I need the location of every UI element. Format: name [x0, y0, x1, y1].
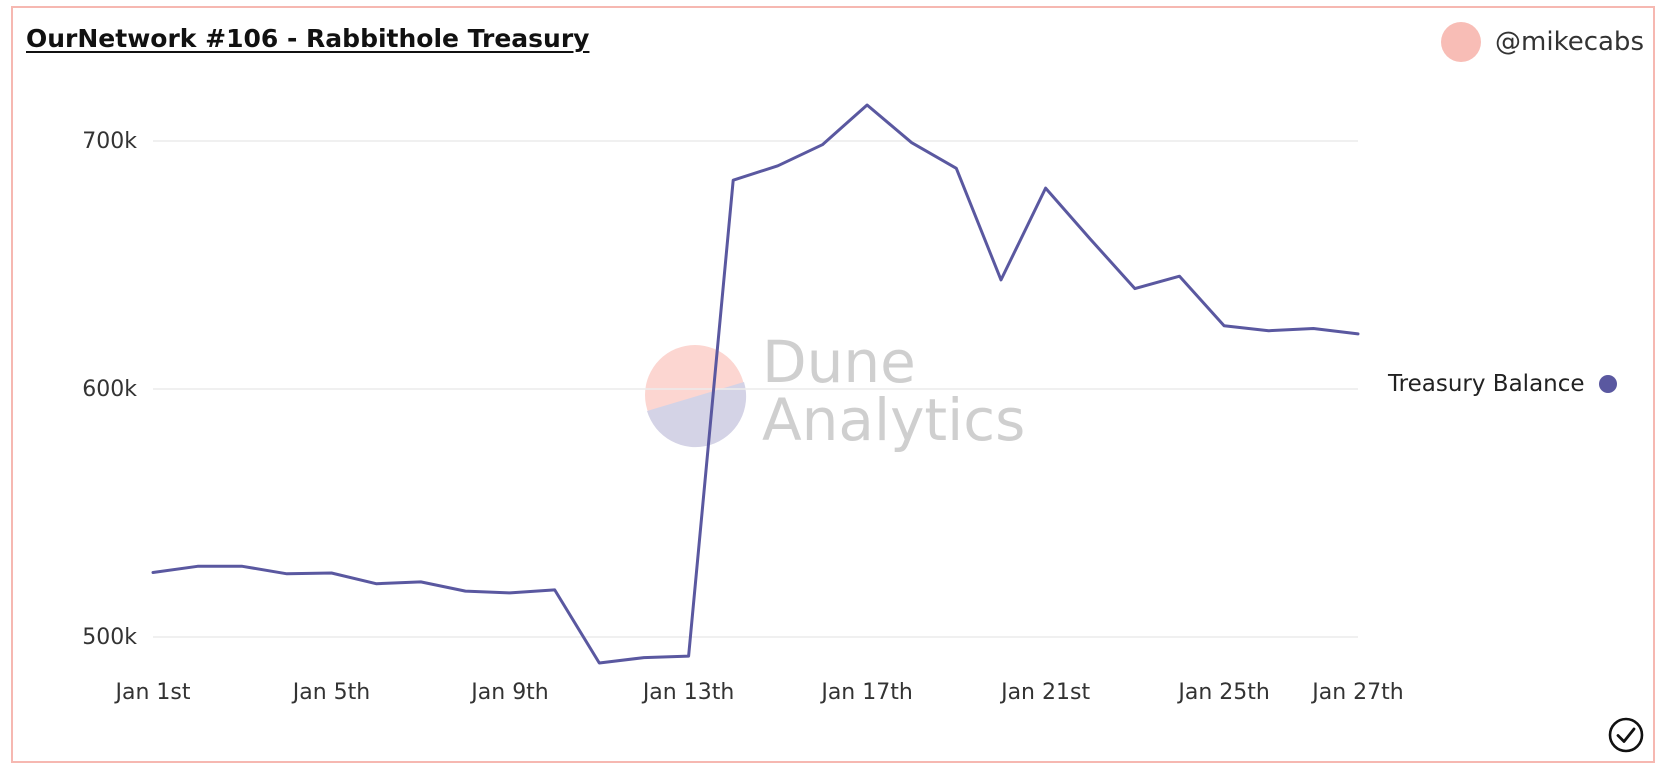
- data-point: [906, 137, 918, 149]
- data-point: [1307, 323, 1319, 335]
- data-point: [638, 652, 650, 664]
- data-point: [772, 160, 784, 172]
- data-point: [1263, 325, 1275, 337]
- data-point: [1218, 320, 1230, 332]
- data-point: [861, 99, 873, 111]
- author-name: @mikecabs: [1495, 27, 1644, 57]
- data-point: [1040, 182, 1052, 194]
- data-point: [415, 576, 427, 588]
- data-point: [549, 584, 561, 596]
- data-point: [1129, 283, 1141, 295]
- x-tick-label: Jan 5th: [291, 680, 370, 705]
- data-point: [236, 560, 248, 572]
- data-point: [147, 567, 159, 579]
- data-point: [281, 568, 293, 580]
- x-tick-label: Jan 25th: [1176, 680, 1269, 705]
- x-tick-label: Jan 9th: [469, 680, 548, 705]
- dune-logo-icon: [645, 345, 747, 448]
- data-point: [1174, 270, 1186, 282]
- author-badge[interactable]: @mikecabs: [1441, 22, 1644, 62]
- y-tick-label: 600k: [82, 377, 137, 402]
- data-point: [995, 274, 1007, 286]
- legend-label: Treasury Balance: [1388, 371, 1585, 397]
- check-circle-icon: [1608, 717, 1644, 753]
- data-point: [593, 657, 605, 669]
- data-point: [1084, 233, 1096, 245]
- data-point: [459, 585, 471, 597]
- x-tick-label: Jan 17th: [819, 680, 912, 705]
- avatar: [1441, 22, 1482, 62]
- x-tick-label: Jan 13th: [641, 680, 734, 705]
- data-point: [683, 650, 695, 662]
- dune-analytics-watermark: Dune Analytics: [640, 333, 1040, 460]
- data-point: [950, 162, 962, 174]
- x-tick-label: Jan 1st: [114, 680, 191, 705]
- series-line-treasury-balance: [151, 103, 1360, 665]
- x-tick-label: Jan 21st: [999, 680, 1090, 705]
- legend-dot: [1598, 375, 1617, 393]
- legend[interactable]: Treasury Balance: [1388, 371, 1617, 397]
- data-point: [192, 560, 204, 572]
- data-point: [370, 578, 382, 590]
- data-point: [816, 139, 828, 151]
- chart-title-link[interactable]: OurNetwork #106 - Rabbithole Treasury: [26, 24, 590, 53]
- data-point: [504, 587, 516, 599]
- data-point: [326, 567, 338, 579]
- data-point: [1352, 328, 1364, 340]
- data-point: [727, 174, 739, 186]
- watermark-line-2: Analytics: [762, 386, 1026, 454]
- watermark-line-1: Dune: [762, 328, 916, 396]
- y-tick-label: 500k: [82, 625, 137, 650]
- x-tick-label: Jan 27th: [1310, 680, 1403, 705]
- y-tick-label: 700k: [82, 129, 137, 154]
